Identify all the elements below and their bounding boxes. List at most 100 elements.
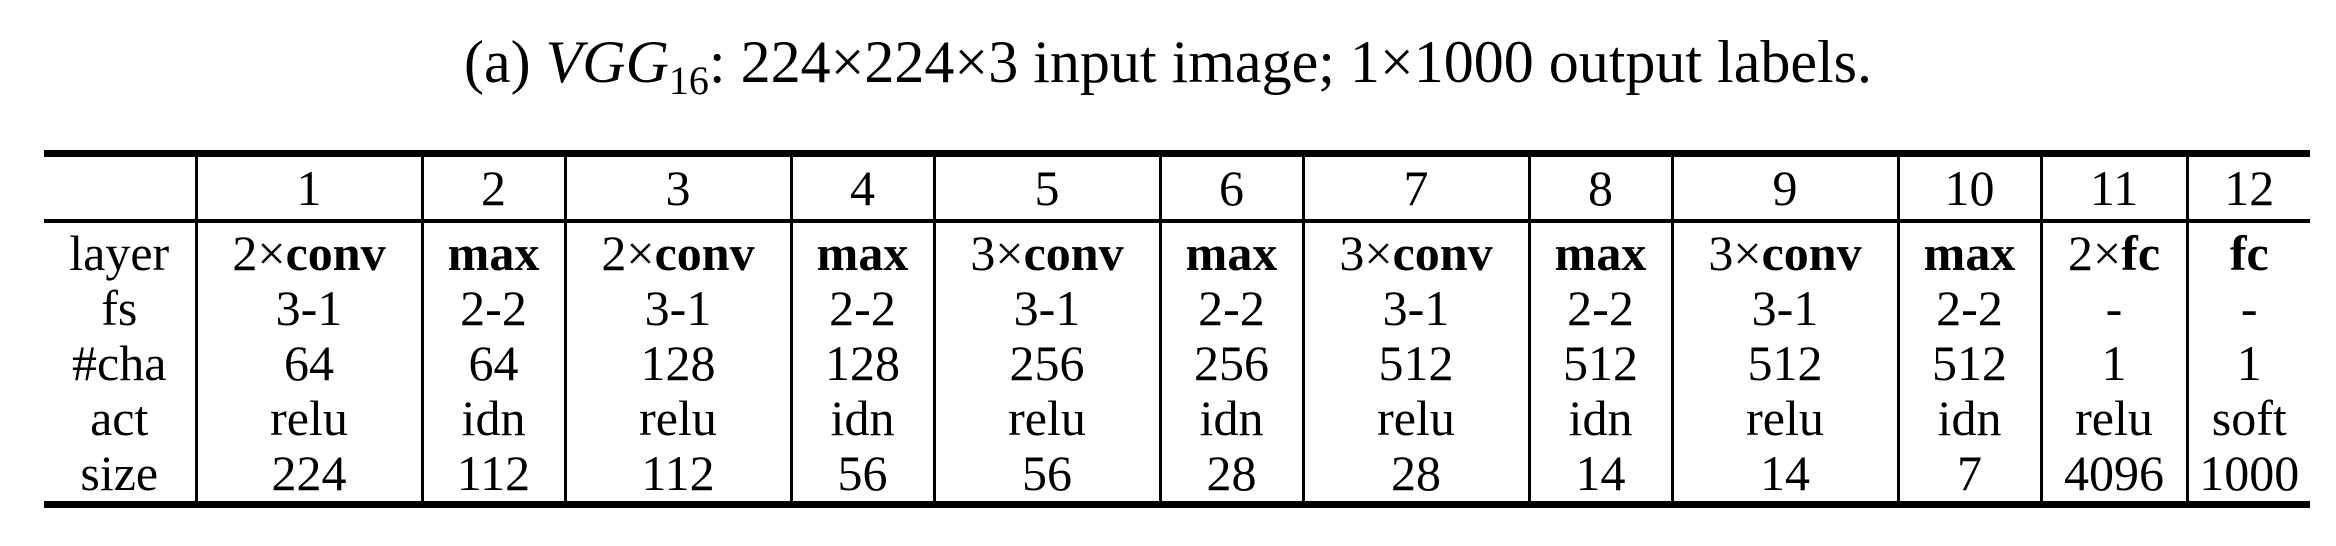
- table-cell: idn: [789, 391, 934, 446]
- table-cell: 1000: [2185, 446, 2310, 505]
- layer-cell: 3×conv: [932, 221, 1160, 281]
- header-corner-cell: [44, 153, 196, 223]
- layer-op: max: [1923, 225, 2016, 281]
- layer-multiplier: 2×: [2067, 225, 2122, 281]
- table-row-fs: fs 3-1 2-2 3-1 2-2 3-1 2-2 3-1 2-2 3-1 2…: [44, 281, 2310, 336]
- table-row-act: act relu idn relu idn relu idn relu idn …: [44, 391, 2310, 446]
- layer-op: conv: [1023, 225, 1124, 281]
- column-header: 8: [1527, 153, 1672, 223]
- layer-op: max: [447, 225, 540, 281]
- layer-cell: 2×conv: [194, 221, 422, 281]
- table-cell: 512: [1670, 336, 1898, 391]
- row-label: fs: [101, 280, 138, 336]
- table-cell: 64: [194, 336, 422, 391]
- column-header-row: 1 2 3 4 5 6 7 8 9 10 11 12: [44, 153, 2310, 223]
- table-cell: -: [2185, 281, 2310, 336]
- table-cell: 3-1: [194, 281, 422, 336]
- table-cell: 112: [563, 446, 791, 505]
- table-cell: 1: [2185, 336, 2310, 391]
- table-cell: 2-2: [1158, 281, 1303, 336]
- table-cell: 7: [1896, 446, 2041, 505]
- layer-op: conv: [1392, 225, 1493, 281]
- table-cell: 2-2: [420, 281, 565, 336]
- caption-model-subscript: 16: [668, 58, 709, 103]
- table-row-layer: layer 2×conv max 2×conv max 3×conv max 3…: [44, 221, 2310, 281]
- layer-multiplier: 2×: [232, 225, 286, 281]
- table-cell: 4096: [2039, 446, 2187, 505]
- layer-op: fc: [2121, 225, 2161, 281]
- table-cell: 2-2: [1896, 281, 2041, 336]
- column-header: 4: [789, 153, 934, 223]
- column-header: 6: [1158, 153, 1303, 223]
- layer-cell: max: [1527, 221, 1672, 281]
- table-row-cha: #cha 64 64 128 128 256 256 512 512 512 5…: [44, 336, 2310, 391]
- table-cell: 3-1: [1301, 281, 1529, 336]
- caption-prefix: (a): [464, 29, 546, 95]
- layer-cell: fc: [2185, 221, 2310, 281]
- table-cell: 3-1: [1670, 281, 1898, 336]
- layer-cell: max: [789, 221, 934, 281]
- table-cell: 3-1: [563, 281, 791, 336]
- table-cell: relu: [2039, 391, 2187, 446]
- layer-cell: max: [1896, 221, 2041, 281]
- row-label: size: [80, 445, 159, 501]
- layer-op: max: [1185, 225, 1278, 281]
- table-cell: relu: [194, 391, 422, 446]
- row-label: act: [90, 390, 149, 446]
- table-cell: 14: [1527, 446, 1672, 505]
- column-header: 5: [932, 153, 1160, 223]
- column-header: 3: [563, 153, 791, 223]
- layer-multiplier: 3×: [970, 225, 1024, 281]
- table-cell: 28: [1301, 446, 1529, 505]
- table-cell: 224: [194, 446, 422, 505]
- table-cell: 3-1: [932, 281, 1160, 336]
- layer-op: max: [816, 225, 909, 281]
- table-cell: 512: [1527, 336, 1672, 391]
- column-header: 1: [194, 153, 422, 223]
- column-header: 2: [420, 153, 565, 223]
- column-header: 10: [1896, 153, 2041, 223]
- table-cell: 512: [1896, 336, 2041, 391]
- vgg16-architecture-table: 1 2 3 4 5 6 7 8 9 10 11 12 layer 2×conv …: [44, 150, 2310, 508]
- table-cell: relu: [1670, 391, 1898, 446]
- table-cell: 56: [932, 446, 1160, 505]
- table-cell: 512: [1301, 336, 1529, 391]
- layer-op: conv: [654, 225, 755, 281]
- table-cell: idn: [420, 391, 565, 446]
- column-header: 12: [2185, 153, 2310, 223]
- layer-op: max: [1554, 225, 1647, 281]
- table-cell: relu: [932, 391, 1160, 446]
- table-cell: 64: [420, 336, 565, 391]
- layer-op: conv: [1761, 225, 1862, 281]
- layer-cell: 2×conv: [563, 221, 791, 281]
- table-cell: 1: [2039, 336, 2187, 391]
- row-label: #cha: [72, 335, 167, 391]
- layer-op: fc: [2229, 225, 2269, 281]
- layer-cell: max: [420, 221, 565, 281]
- column-header: 7: [1301, 153, 1529, 223]
- layer-multiplier: 3×: [1339, 225, 1393, 281]
- layer-op: conv: [285, 225, 386, 281]
- table-cell: idn: [1527, 391, 1672, 446]
- table-cell: 2-2: [1527, 281, 1672, 336]
- layer-cell: 2×fc: [2039, 221, 2187, 281]
- caption-text: : 224×224×3 input image; 1×1000 output l…: [708, 29, 1872, 95]
- table-cell: -: [2039, 281, 2187, 336]
- layer-multiplier: 2×: [601, 225, 655, 281]
- column-header: 9: [1670, 153, 1898, 223]
- layer-multiplier: 3×: [1708, 225, 1762, 281]
- table-cell: idn: [1896, 391, 2041, 446]
- layer-cell: 3×conv: [1670, 221, 1898, 281]
- column-header: 11: [2039, 153, 2187, 223]
- row-label: layer: [69, 225, 170, 281]
- table-cell: 256: [1158, 336, 1303, 391]
- table-cell: idn: [1158, 391, 1303, 446]
- table-cell: 28: [1158, 446, 1303, 505]
- table-cell: 56: [789, 446, 934, 505]
- caption-model-name: VGG: [545, 29, 669, 95]
- table-cell: 256: [932, 336, 1160, 391]
- table-caption: (a) VGG16: 224×224×3 input image; 1×1000…: [0, 20, 2336, 111]
- table-cell: 2-2: [789, 281, 934, 336]
- table-cell: 128: [789, 336, 934, 391]
- table-cell: soft: [2185, 391, 2310, 446]
